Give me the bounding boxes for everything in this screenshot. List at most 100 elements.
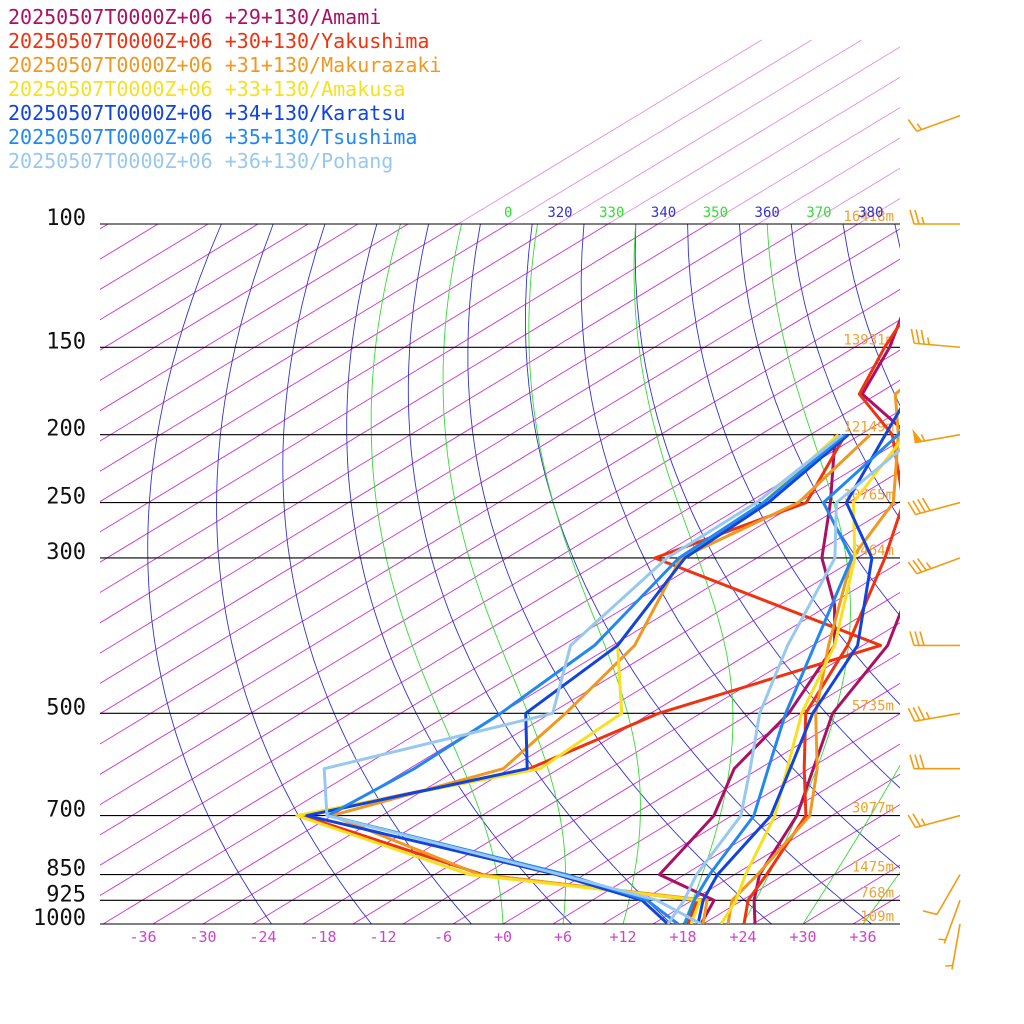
isotherm-line [352, 591, 900, 924]
legend-entry: 20250507T0000Z+06 +36+130/Pohang [8, 149, 393, 173]
legend-entry: 20250507T0000Z+06 +35+130/Tsushima [8, 125, 417, 149]
isotherm-line [100, 223, 659, 563]
dewpoint-line-0 [658, 434, 837, 924]
isotherm-line [100, 223, 559, 503]
isotherm-line [100, 223, 359, 381]
upper-isotherm-line [557, 39, 862, 225]
wind-barb-full [920, 329, 925, 345]
theta-label: 380 [858, 205, 883, 221]
upper-isotherm-line [657, 76, 900, 225]
temperature-line-3 [719, 439, 900, 924]
isotherm-line [552, 713, 900, 924]
isotherm-line [802, 864, 900, 924]
wind-barb-full [915, 329, 920, 344]
isobar-label: 925 [46, 882, 86, 907]
grid-upper [457, 39, 1024, 225]
wind-barb-shaft [914, 342, 961, 349]
upper-isotherm-line [958, 40, 1024, 224]
height-label: 1475m [852, 860, 894, 876]
x-tick-label: +0 [494, 928, 512, 946]
isotherm-line [100, 223, 709, 594]
x-tick-label: +18 [669, 928, 696, 946]
wind-barb-full [921, 497, 931, 511]
isotherm-line [100, 410, 900, 897]
wind-barb [909, 209, 960, 225]
series-layer [295, 316, 900, 924]
legend-entry: 20250507T0000Z+06 +34+130/Karatsu [8, 101, 405, 125]
x-tick-label: -12 [369, 928, 396, 946]
x-tick-label: -18 [309, 928, 336, 946]
theta-label: 360 [755, 205, 780, 221]
upper-isotherm-line [507, 39, 812, 225]
wind-barb [909, 631, 960, 647]
dewpoint-line-6 [322, 433, 844, 924]
isobar-label: 300 [46, 540, 86, 565]
isotherm-line [100, 228, 900, 715]
wind-barb-full [914, 209, 920, 225]
wind-barb-full [917, 498, 926, 513]
isotherm-line [152, 470, 900, 924]
height-label: 768m [860, 885, 894, 901]
wind-barb-shaft [936, 874, 961, 915]
isotherm-line [502, 682, 900, 924]
dry-adiabat-line [947, 224, 1024, 924]
wind-barb-full [914, 631, 920, 646]
wind-barb-shaft [915, 814, 961, 829]
moist-adiabat-line [862, 871, 900, 924]
temperature-line-6 [666, 447, 900, 924]
wind-barb-full [914, 754, 920, 769]
x-tick-label: +24 [729, 928, 756, 946]
height-label: 5735m [852, 698, 894, 714]
wind-barbs [907, 114, 961, 970]
wind-barb [907, 497, 961, 516]
isotherm-line [100, 349, 900, 836]
wind-barb-shaft [951, 923, 961, 970]
wind-barb [912, 428, 961, 444]
dry-adiabat-line [407, 223, 672, 924]
wind-barb [907, 706, 961, 723]
upper-isotherm-line [707, 107, 900, 225]
theta-label: 350 [703, 205, 728, 221]
wind-barb-full [912, 706, 921, 721]
isotherm-line [100, 223, 459, 442]
isotherm-line [402, 622, 900, 924]
wind-barb-full [919, 754, 925, 769]
isotherm-line [100, 223, 409, 412]
upper-isotherm-line [607, 46, 900, 225]
isotherm-line [100, 288, 900, 775]
height-label: 12149m [843, 420, 894, 436]
height-label: 109m [860, 909, 894, 925]
isotherm-line [1003, 224, 1024, 924]
isobar-label: 200 [46, 417, 86, 442]
dry-adiabat-line [216, 223, 372, 924]
wind-barb-shaft [943, 900, 961, 944]
theta-label: 320 [547, 205, 572, 221]
wind-barb-half [921, 216, 925, 225]
legend: 20250507T0000Z+06 +29+130/Amami 20250507T… [8, 5, 441, 173]
x-tick-label: -30 [189, 928, 216, 946]
isotherm-line [100, 319, 900, 806]
wind-barb-full [907, 814, 917, 828]
wind-barb-half [926, 337, 930, 345]
wind-barb [909, 754, 960, 770]
dewpoint-line-4 [305, 433, 850, 924]
isotherm-line [602, 743, 900, 924]
wind-barb [907, 557, 961, 575]
upper-isotherm-line [1008, 40, 1024, 224]
series-clip [295, 316, 900, 924]
wind-barb-full [907, 561, 918, 575]
wind-barb-half [920, 434, 926, 442]
temperature-line-2 [726, 388, 900, 924]
isotherm-line [100, 223, 609, 533]
wind-barb [907, 114, 961, 133]
legend-entry: 20250507T0000Z+06 +33+130/Amakusa [8, 77, 405, 101]
wind-barb-half [920, 818, 926, 826]
wind-barb-full [919, 631, 925, 646]
dry-adiabat-line [998, 224, 1024, 924]
temperature-line-0 [752, 316, 900, 924]
legend-entry: 20250507T0000Z+06 +29+130/Amami [8, 5, 381, 29]
height-label: 9464m [852, 543, 894, 559]
wind-barb [910, 328, 961, 349]
wind-barb-half [945, 964, 953, 967]
